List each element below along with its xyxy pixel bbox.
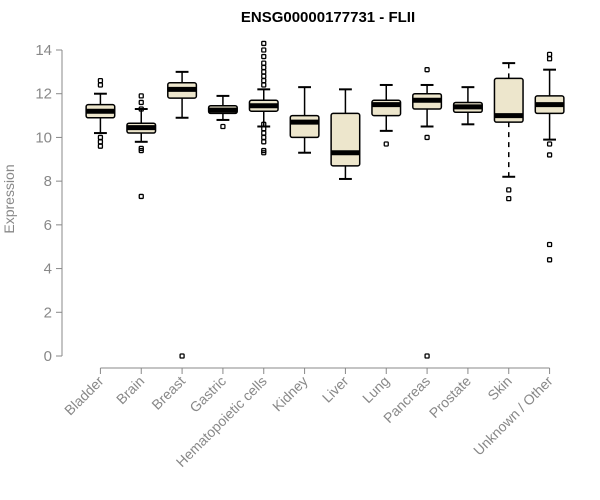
outlier-point: [138, 193, 144, 200]
outlier-point: [261, 126, 267, 132]
outlier-point: [546, 241, 553, 248]
box-lung: [371, 83, 402, 147]
outlier-point: [97, 134, 104, 141]
outlier-point: [546, 141, 553, 147]
outlier-point: [97, 143, 104, 149]
box-hematopoietic-cells: [248, 40, 279, 156]
y-tick-label: 0: [44, 348, 52, 365]
outlier-point: [179, 353, 185, 359]
box-liver: [330, 88, 361, 180]
outlier-point: [261, 60, 267, 66]
outlier-point: [424, 67, 430, 73]
x-tick-label: Kidney: [269, 373, 311, 415]
y-tick-label: 8: [44, 173, 52, 190]
outlier-point: [506, 187, 512, 193]
outlier-point: [424, 353, 430, 359]
box-brain: [126, 93, 157, 200]
y-axis: 0 2 4 6 8 10 12 14: [35, 42, 63, 365]
outlier-point: [138, 147, 144, 154]
box-prostate: [452, 86, 483, 126]
x-tick-label: Prostate: [426, 373, 474, 421]
box-iqr: [330, 112, 361, 167]
outlier-point: [546, 51, 553, 58]
boxes-group: [85, 40, 565, 359]
outlier-point: [97, 82, 104, 88]
outlier-point: [506, 195, 512, 202]
x-tick-label: Bladder: [61, 373, 107, 419]
outlier-point: [261, 134, 267, 141]
outlier-point: [546, 257, 553, 263]
outlier-point: [261, 40, 267, 47]
outlier-point: [261, 64, 267, 71]
outlier-point: [220, 123, 226, 130]
outlier-point: [261, 139, 267, 145]
outlier-point: [261, 130, 267, 136]
outlier-point: [261, 82, 267, 88]
box-breast: [167, 70, 198, 359]
x-tick-label: Breast: [148, 373, 188, 413]
outlier-point: [261, 150, 267, 156]
y-axis-label: Expression: [1, 164, 17, 233]
outlier-point: [546, 56, 553, 62]
outlier-point: [261, 47, 267, 53]
x-tick-label: Skin: [484, 373, 515, 404]
chart-title: ENSG00000177731 - FLII: [241, 9, 415, 26]
box-iqr: [289, 114, 320, 139]
outlier-point: [97, 77, 104, 84]
y-tick-label: 2: [44, 304, 52, 321]
y-tick-label: 6: [44, 217, 52, 234]
outlier-point: [138, 99, 144, 106]
outlier-point: [138, 93, 144, 99]
outlier-point: [261, 69, 267, 75]
x-tick-label: Liver: [319, 373, 352, 406]
box-iqr: [493, 77, 524, 123]
x-tick-label: Lung: [359, 373, 392, 406]
y-tick-label: 14: [35, 42, 52, 59]
x-tick-label: Brain: [113, 373, 147, 407]
outlier-point: [97, 139, 104, 145]
outlier-point: [138, 106, 144, 112]
box-pancreas: [412, 67, 443, 359]
outlier-point: [261, 73, 267, 79]
box-skin: [493, 62, 524, 202]
box-bladder: [85, 77, 116, 149]
outlier-point: [546, 152, 553, 158]
box-kidney: [289, 86, 320, 154]
outlier-point: [261, 77, 267, 84]
outlier-point: [424, 134, 430, 141]
box-gastric: [207, 94, 238, 130]
box-unknown-other: [534, 51, 565, 263]
y-tick-label: 4: [44, 261, 52, 278]
y-tick-label: 12: [35, 86, 52, 103]
y-tick-label: 10: [35, 129, 52, 146]
outlier-point: [261, 53, 267, 60]
outlier-point: [383, 141, 389, 147]
